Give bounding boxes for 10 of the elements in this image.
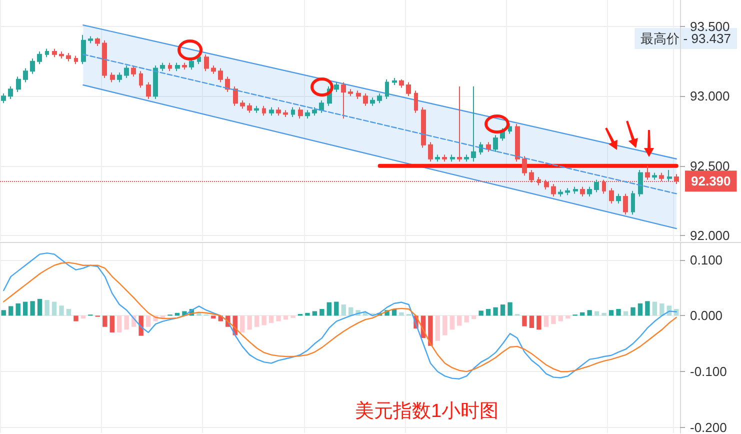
y-tick-label: 93.500 xyxy=(690,18,730,34)
y-tick-label: -0.100 xyxy=(690,364,727,380)
y-tick-label: 93.000 xyxy=(690,88,730,104)
y-tick-label: 0.000 xyxy=(690,308,723,324)
y-tick-label: 92.000 xyxy=(690,228,730,243)
y-tick-label: 0.100 xyxy=(690,252,723,268)
y-tick-label: 92.500 xyxy=(690,158,730,174)
y-tick-label: -0.200 xyxy=(690,420,727,434)
ref-line-label: 92.390 xyxy=(691,174,731,189)
text: 美元指数1小时图 xyxy=(355,400,499,422)
